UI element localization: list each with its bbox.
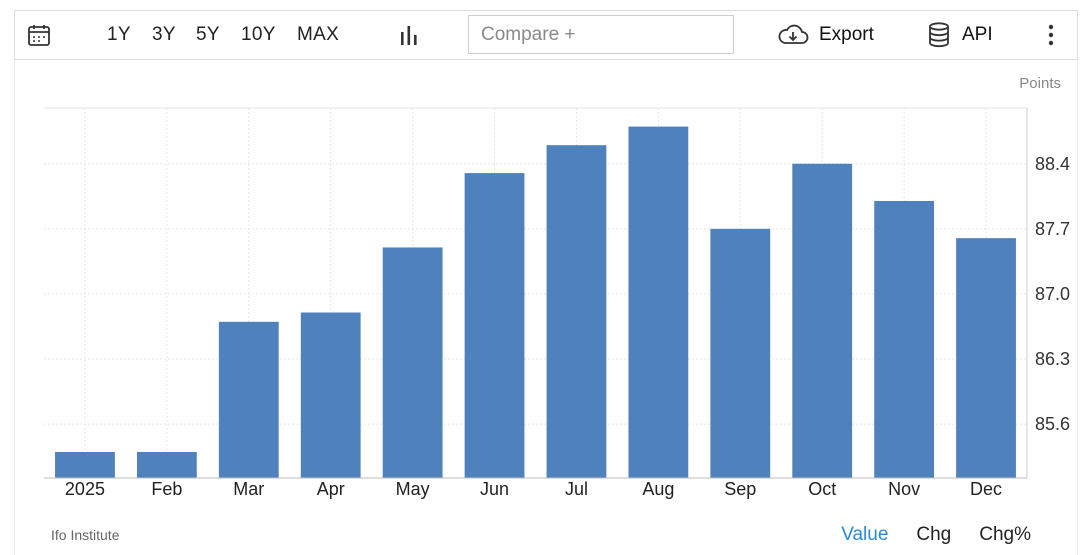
x-tick-label: Nov xyxy=(888,479,920,499)
x-tick-label: Apr xyxy=(317,479,345,499)
cloud-download-icon xyxy=(777,23,809,47)
x-tick-label: Mar xyxy=(233,479,264,499)
view-tabs: Value Chg Chg% xyxy=(841,524,1031,546)
api-label: API xyxy=(962,24,993,45)
bar-apr xyxy=(300,312,361,478)
range-max-button[interactable]: MAX xyxy=(297,24,340,45)
more-vertical-icon[interactable] xyxy=(1047,11,1055,59)
bar-dec xyxy=(956,238,1016,478)
bar-aug xyxy=(628,126,689,479)
bar-oct xyxy=(792,163,853,478)
range-10y-button[interactable]: 10Y xyxy=(241,24,276,45)
bar-feb xyxy=(136,451,197,478)
x-tick-label: Feb xyxy=(151,479,182,499)
x-tick-label: Oct xyxy=(808,479,836,499)
bar-chart: 85.6 86.3 87.0 87.7 88.4 2025 Feb Mar Apr May Jun J… xyxy=(44,107,1070,499)
bar-jul xyxy=(546,145,607,479)
y-tick-label: 88.4 xyxy=(1035,154,1070,174)
tab-chg-percent[interactable]: Chg% xyxy=(979,524,1031,545)
x-tick-label: Aug xyxy=(642,479,674,499)
x-tick-label: 2025 xyxy=(65,479,105,499)
source-label: Ifo Institute xyxy=(51,527,120,543)
x-tick-label: May xyxy=(396,479,430,499)
range-5y-button[interactable]: 5Y xyxy=(196,24,220,45)
bar-mar xyxy=(218,321,279,478)
chart-toolbar: 1Y 3Y 5Y 10Y MAX Compare + Export xyxy=(14,10,1078,60)
x-tick-label: Sep xyxy=(724,479,756,499)
bar-jun xyxy=(464,173,525,478)
export-label: Export xyxy=(819,24,874,45)
chart-area: Points 85.6 86.3 87.0 87.7 88.4 2025 Feb Mar Apr… xyxy=(14,60,1078,555)
x-tick-label: Jul xyxy=(565,479,588,499)
bar-nov xyxy=(874,200,935,478)
y-tick-label: 87.7 xyxy=(1035,219,1070,239)
y-tick-label: 87.0 xyxy=(1035,284,1070,304)
y-tick-label: 86.3 xyxy=(1035,349,1070,369)
range-1y-button[interactable]: 1Y xyxy=(107,24,131,45)
y-tick-label: 85.6 xyxy=(1035,414,1070,434)
tab-chg[interactable]: Chg xyxy=(916,524,952,545)
calendar-icon[interactable] xyxy=(27,11,51,59)
tab-value[interactable]: Value xyxy=(841,524,889,545)
range-3y-button[interactable]: 3Y xyxy=(152,24,176,45)
bar-chart-icon[interactable] xyxy=(399,11,419,59)
database-icon xyxy=(928,22,950,48)
bar-sep xyxy=(710,228,771,478)
x-tick-label: Jun xyxy=(480,479,509,499)
export-button[interactable]: Export xyxy=(777,11,874,59)
bar-may xyxy=(382,247,443,478)
compare-input[interactable]: Compare + xyxy=(468,15,734,54)
x-tick-label: Dec xyxy=(970,479,1002,499)
y-axis-unit-label: Points xyxy=(1019,75,1061,92)
bar-2025 xyxy=(55,451,115,478)
api-button[interactable]: API xyxy=(928,11,993,59)
